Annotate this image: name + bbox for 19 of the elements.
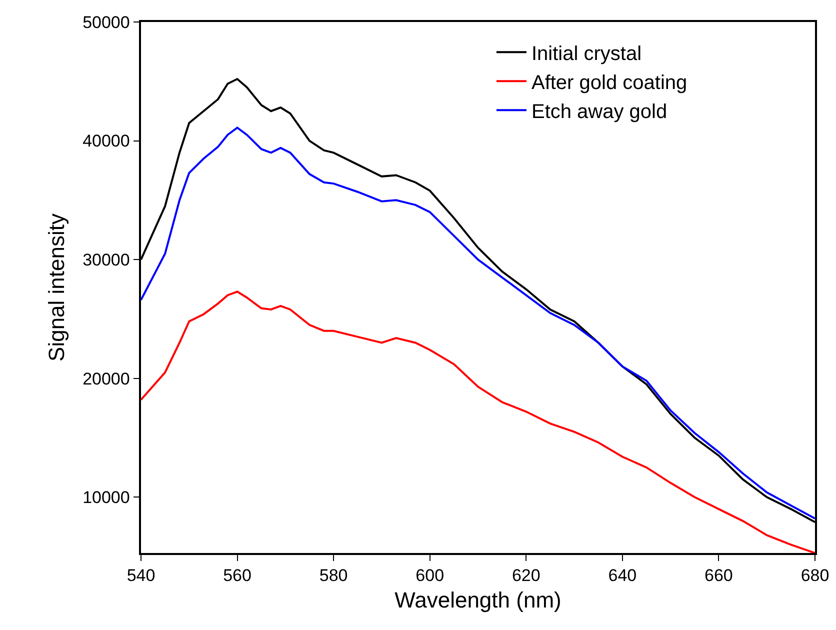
x-tick-label: 600 xyxy=(416,566,444,586)
x-tick-label: 640 xyxy=(608,566,637,586)
x-tick-label: 540 xyxy=(126,566,156,586)
x-tick-label: 620 xyxy=(512,566,540,586)
legend-label: Initial crystal xyxy=(531,42,642,65)
x-axis-title: Wavelength (nm) xyxy=(394,588,562,613)
x-tick-label: 560 xyxy=(223,566,252,586)
y-tick-label: 10000 xyxy=(82,488,130,508)
y-axis-title: Signal intensity xyxy=(44,214,69,362)
y-tick-label: 20000 xyxy=(82,369,130,388)
line-series xyxy=(141,290,815,553)
x-tick-label: 660 xyxy=(704,566,733,586)
legend-label: After gold coating xyxy=(531,72,688,94)
x-tick-label: 580 xyxy=(319,566,348,586)
y-tick-label: 30000 xyxy=(82,250,130,270)
y-tick-label: 40000 xyxy=(82,132,130,151)
x-tick-label: 680 xyxy=(800,566,830,586)
y-tick-label: 50000 xyxy=(82,12,130,32)
legend-label: Etch away gold xyxy=(531,100,668,123)
